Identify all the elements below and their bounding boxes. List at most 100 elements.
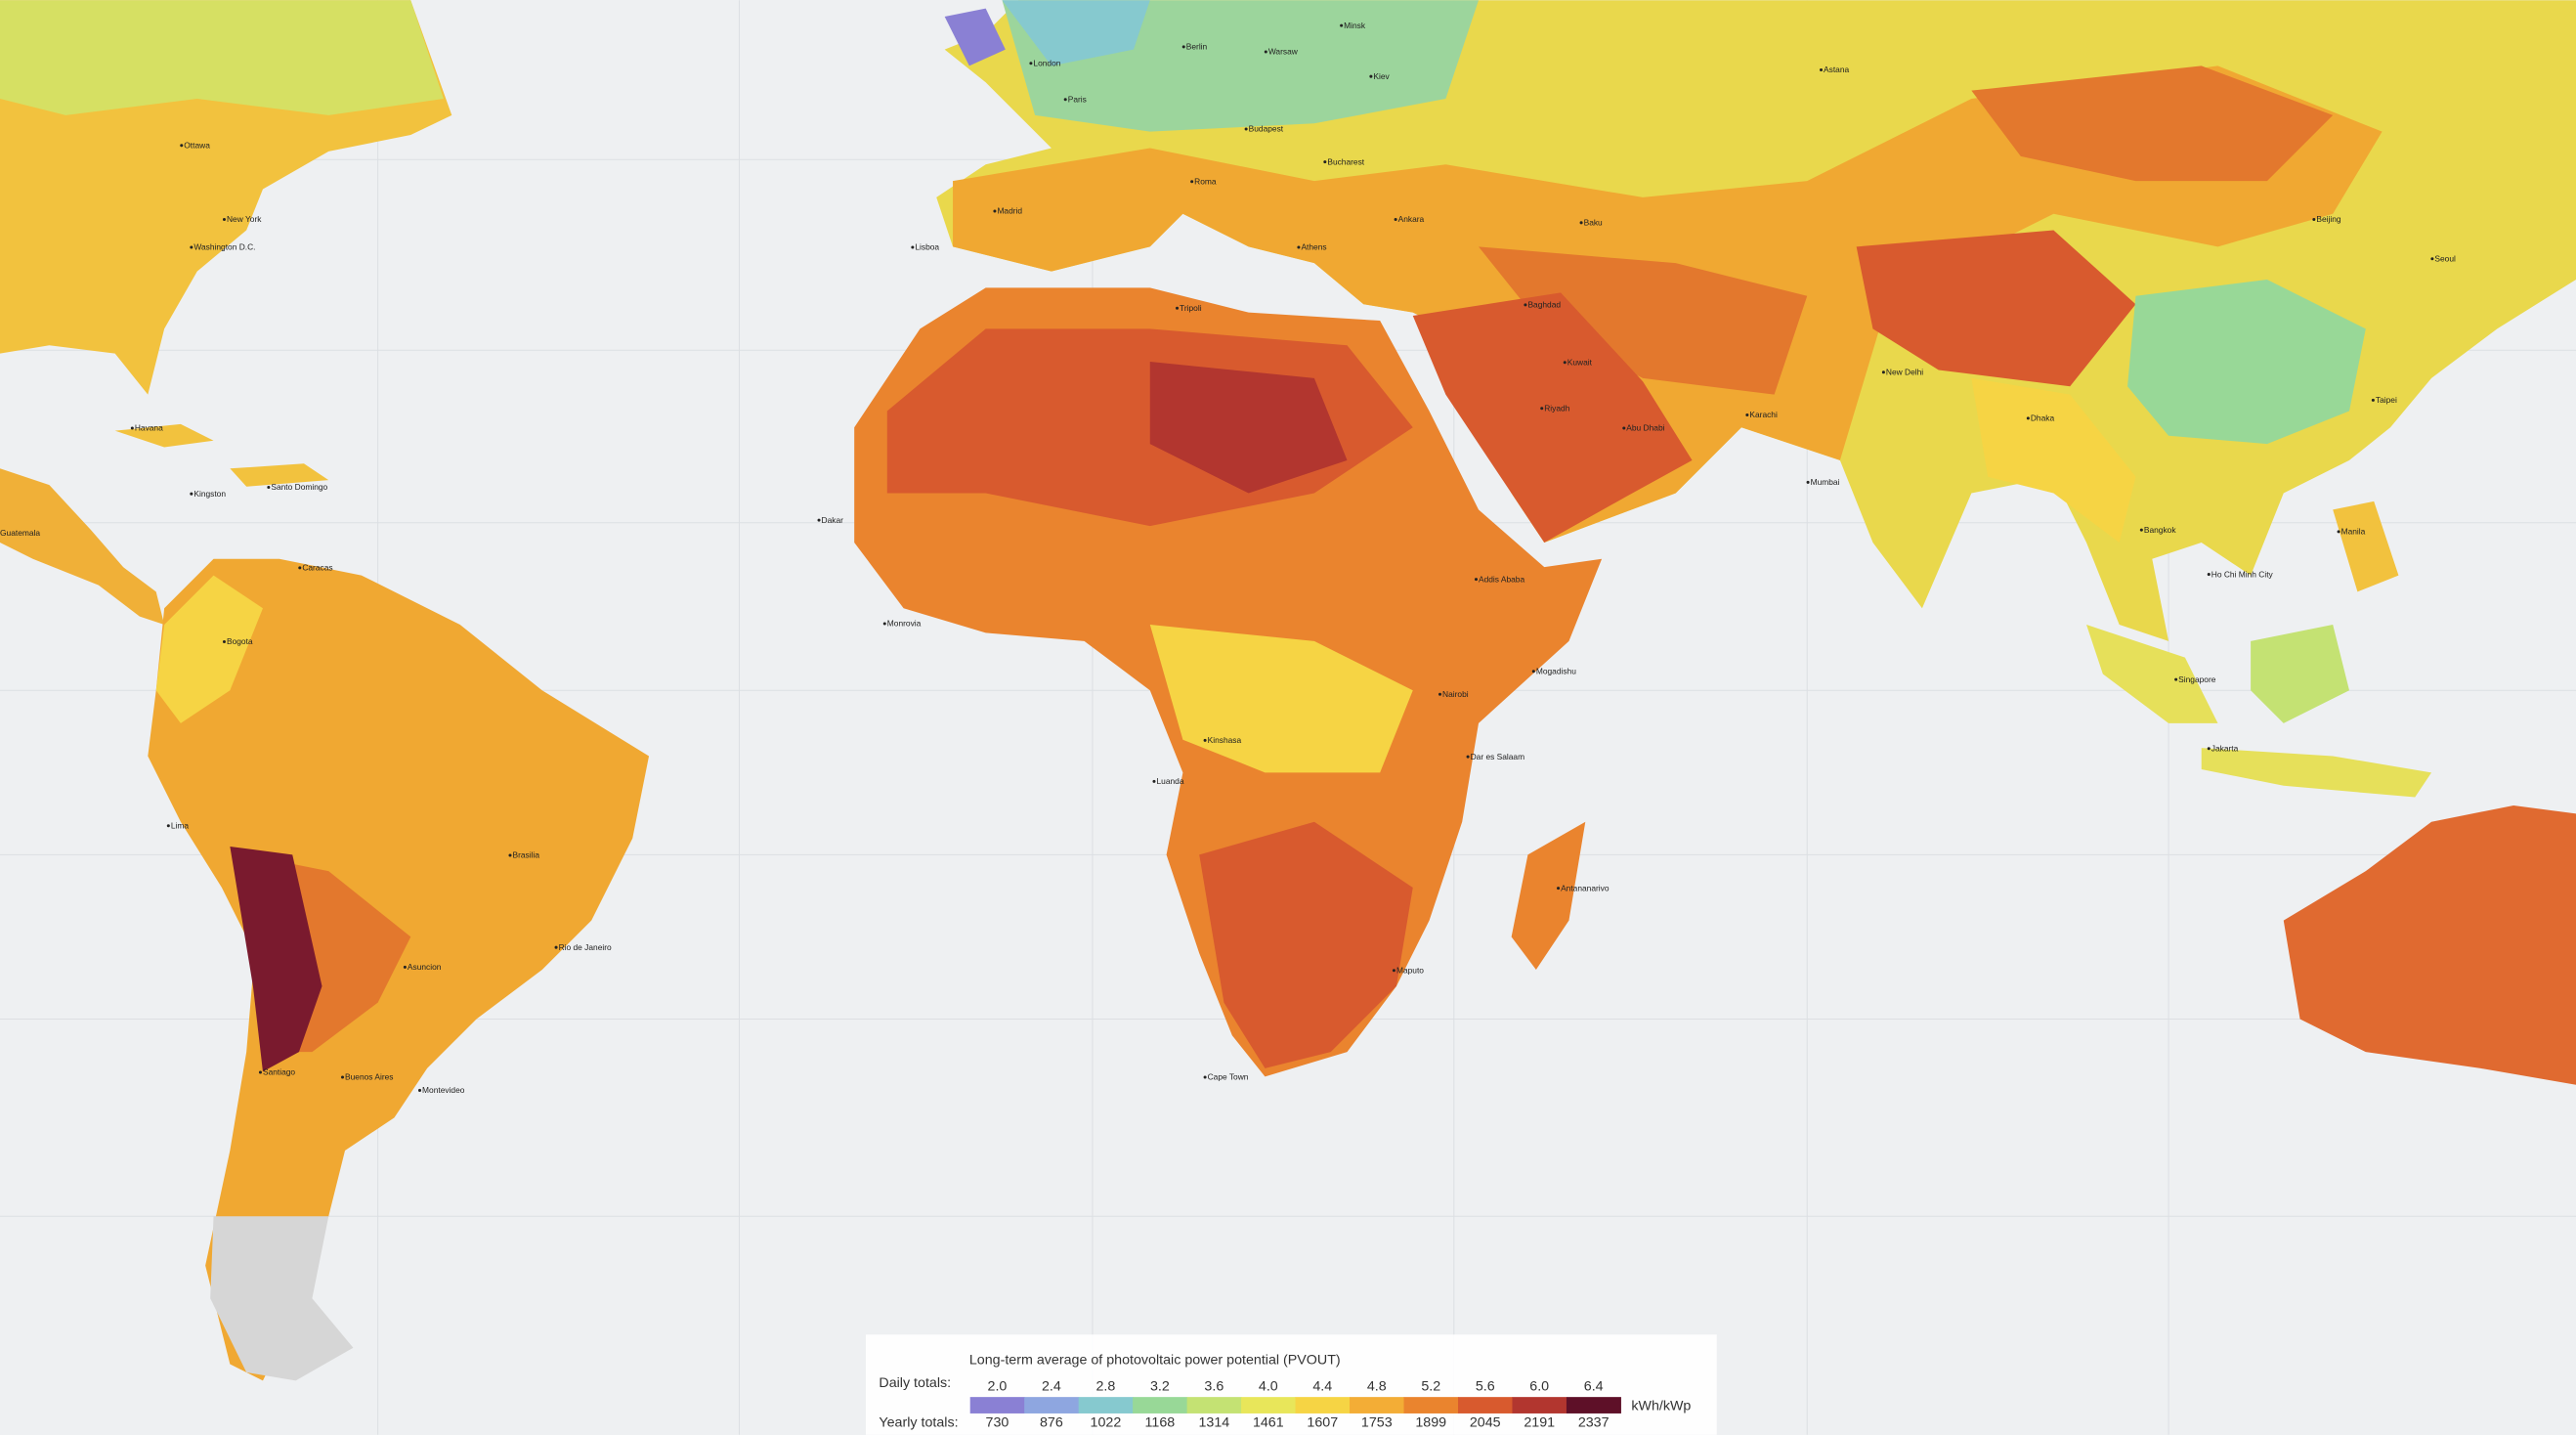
city-label: Mogadishu [1536,666,1576,675]
city-dot [817,518,821,522]
city-dot [911,245,915,249]
city-label: Lisboa [915,242,939,252]
legend-swatch [1457,1397,1513,1413]
city-dot [1881,370,1885,374]
legend-swatch [1078,1397,1134,1413]
city-label: Madrid [997,206,1022,216]
city-label: Bogota [227,636,253,646]
city-label: Baku [1584,218,1603,228]
city-dot [2207,747,2211,751]
city-dot [2312,217,2316,221]
city-dot [1394,217,1397,221]
legend-yearly-value: 1314 [1198,1414,1229,1430]
city-label: Brasilia [513,850,540,860]
legend-daily-value: 5.6 [1476,1378,1495,1394]
city-label: Kinshasa [1208,735,1242,745]
city-dot [1745,413,1749,417]
legend-daily-value: 2.4 [1042,1378,1061,1394]
city-label: Taipei [2376,395,2397,405]
legend-swatch [1512,1397,1567,1413]
city-dot [2337,530,2340,534]
city-label: Budapest [1249,124,1284,134]
city-dot [1474,578,1479,582]
city-dot [1203,738,1207,742]
city-dot [554,945,558,949]
city-dot [1392,969,1395,973]
legend-yearly-value: 2337 [1578,1414,1610,1430]
city-label: Paris [1068,94,1087,104]
legend-unit: kWh/kWp [1631,1399,1691,1414]
city-dot [1579,221,1583,225]
city-labels: London Paris Berlin Warsaw Minsk Kiev Bu… [0,21,2456,1095]
city-dot [222,217,226,221]
city-label: Montevideo [422,1085,465,1095]
legend-swatch [1350,1397,1405,1413]
city-label: Maputo [1396,965,1424,975]
city-dot [1524,303,1527,307]
city-label: Riyadh [1544,403,1569,413]
city-dot [508,853,512,857]
city-dot [1176,306,1180,310]
city-dot [2371,398,2375,402]
city-label: Minsk [1344,21,1366,30]
city-dot [2174,677,2178,681]
city-label: Havana [135,423,163,433]
city-dot [882,622,886,626]
city-label: Ho Chi Minh City [2211,569,2274,579]
city-dot [2139,528,2143,532]
city-dot [341,1075,345,1079]
city-label: Manila [2341,527,2366,537]
city-dot [1181,45,1185,49]
city-label: Washington D.C. [193,242,255,252]
city-label: Antananarivo [1561,883,1610,892]
legend-swatch [1186,1397,1242,1413]
city-label: Athens [1301,242,1326,252]
legend-title: Long-term average of photovoltaic power … [969,1353,1341,1369]
city-label: Monrovia [887,619,922,629]
city-dot [1466,755,1470,759]
legend-daily-value: 6.0 [1529,1378,1549,1394]
city-dot [1203,1075,1207,1079]
city-label: Astana [1824,65,1849,74]
legend-daily-value: 4.4 [1312,1378,1332,1394]
city-label: Santo Domingo [271,482,327,492]
legend-yearly-value: 1899 [1415,1414,1446,1430]
city-dot [1540,407,1544,411]
city-label: New Delhi [1886,367,1923,376]
legend-daily-value: 4.8 [1367,1378,1387,1394]
city-label: Mumbai [1811,477,1840,487]
legend-yearly-value: 1753 [1361,1414,1393,1430]
legend-yearly-value: 1607 [1307,1414,1338,1430]
city-dot [1557,887,1561,891]
legend-daily-label: Daily totals: [879,1375,951,1391]
legend-daily-value: 2.8 [1095,1378,1115,1394]
city-dot [1190,180,1194,184]
legend-daily-value: 3.6 [1204,1378,1224,1394]
city-dot [1340,23,1344,27]
city-dot [166,824,170,828]
legend-yearly-value: 1022 [1091,1414,1122,1430]
land [0,0,2576,1381]
legend-swatch [969,1397,1025,1413]
city-dot [298,566,302,570]
city-dot [180,144,184,148]
city-dot [1152,779,1156,783]
city-label: Jakarta [2211,743,2239,753]
city-dot [190,245,193,249]
city-dot [1063,98,1067,102]
city-label: Ankara [1398,214,1425,224]
city-dot [1264,50,1267,54]
legend-swatch [1024,1397,1080,1413]
city-label: Bangkok [2144,525,2176,535]
city-label: New York [227,214,262,224]
city-dot [1806,480,1810,484]
legend-daily-value: 2.0 [988,1378,1008,1394]
legend-yearly-value: 2191 [1524,1414,1555,1430]
legend-yearly-value: 1168 [1145,1414,1176,1430]
legend-daily-value: 3.2 [1150,1378,1170,1394]
city-dot [2026,416,2030,420]
city-label: Lima [171,820,190,830]
city-dot [2207,573,2211,577]
legend-daily-value: 4.0 [1259,1378,1278,1394]
